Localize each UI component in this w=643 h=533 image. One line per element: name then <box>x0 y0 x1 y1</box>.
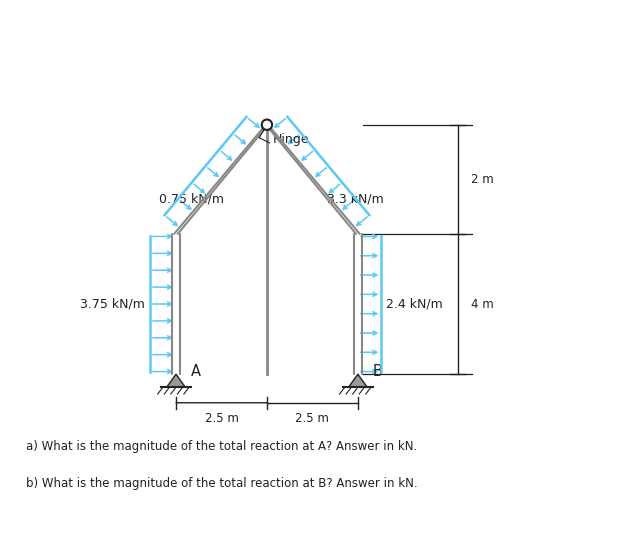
Text: 2.5 m: 2.5 m <box>296 412 329 425</box>
Text: B: B <box>372 364 383 379</box>
Text: 2 m: 2 m <box>471 173 493 186</box>
Polygon shape <box>349 374 367 387</box>
Polygon shape <box>167 374 185 387</box>
Text: Hinge: Hinge <box>273 133 310 146</box>
Text: 0.75 kN/m: 0.75 kN/m <box>159 192 224 205</box>
Text: b) What is the magnitude of the total reaction at B? Answer in kN.: b) What is the magnitude of the total re… <box>26 477 417 490</box>
Text: 2.5 m: 2.5 m <box>204 412 239 425</box>
Text: 2.4 kN/m: 2.4 kN/m <box>386 297 443 311</box>
Text: 3.3 kN/m: 3.3 kN/m <box>327 192 383 205</box>
Text: 3.75 kN/m: 3.75 kN/m <box>80 297 145 311</box>
Text: A: A <box>190 364 201 379</box>
Text: 4 m: 4 m <box>471 297 493 311</box>
Circle shape <box>262 119 272 130</box>
Text: a) What is the magnitude of the total reaction at A? Answer in kN.: a) What is the magnitude of the total re… <box>26 440 417 453</box>
